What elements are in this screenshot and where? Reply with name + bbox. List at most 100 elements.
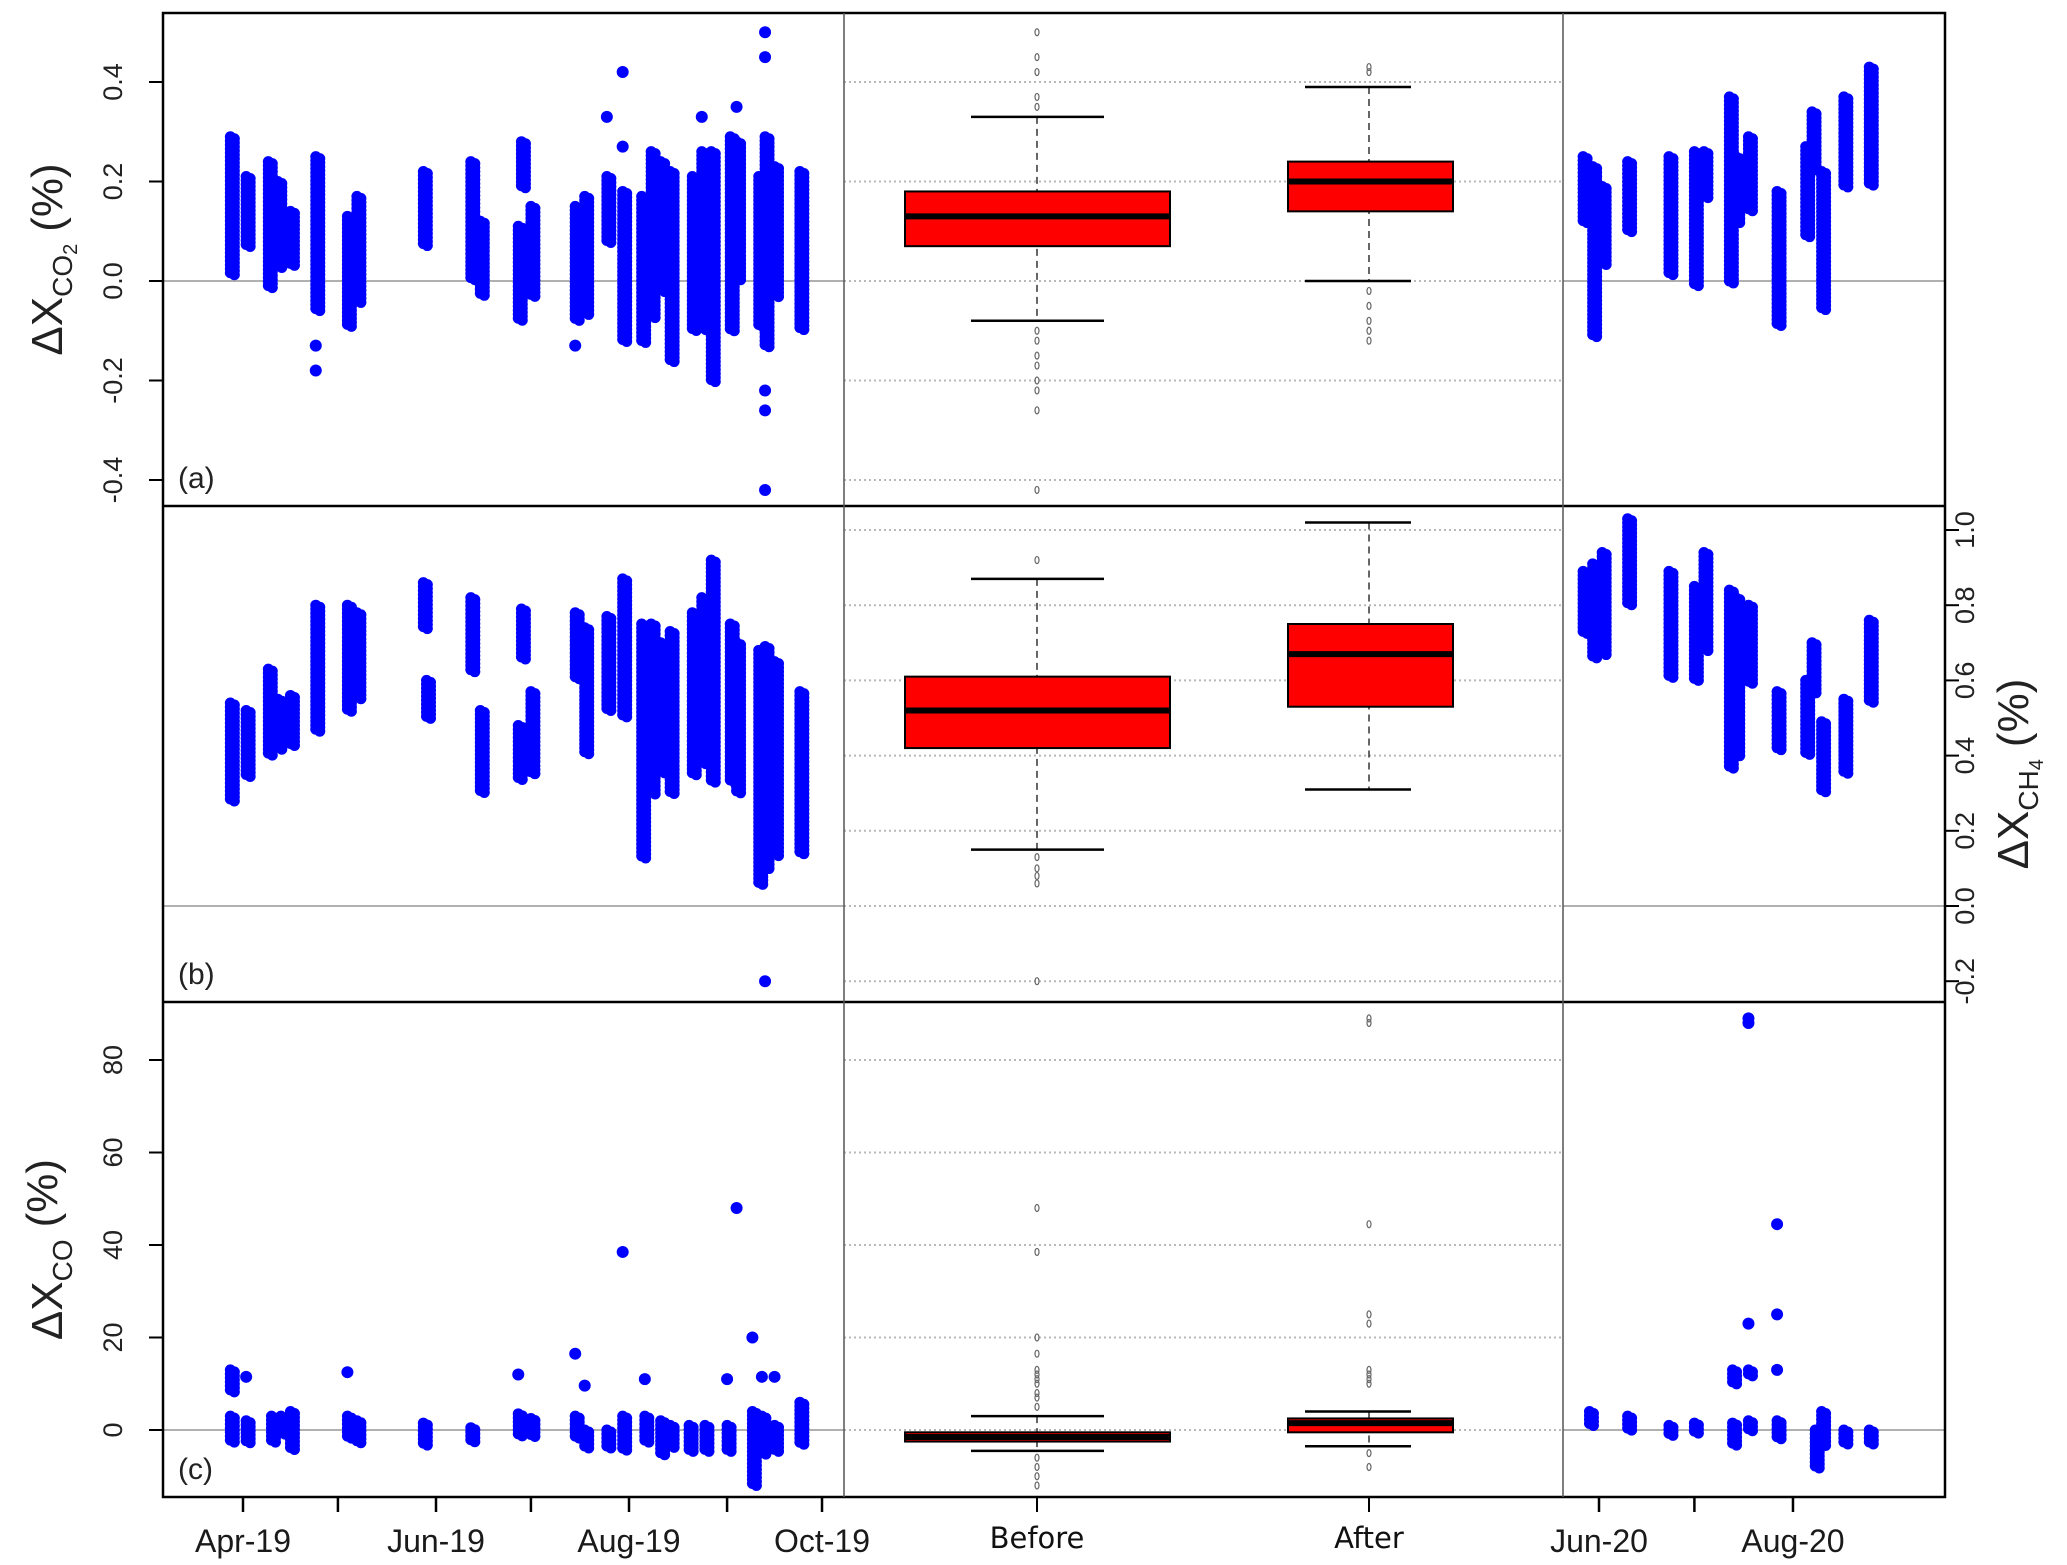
data-point	[1820, 304, 1832, 316]
outlier-point	[1366, 326, 1372, 335]
data-point	[759, 404, 772, 417]
outlier-point	[1034, 92, 1040, 102]
data-point	[605, 704, 617, 716]
data-point	[228, 795, 240, 807]
data-point	[600, 110, 613, 123]
data-point	[709, 776, 721, 788]
data-point	[345, 705, 357, 717]
data-point	[529, 768, 541, 780]
outlier-point	[1366, 336, 1372, 345]
data-point	[421, 240, 433, 252]
data-point	[649, 312, 661, 324]
data-point	[640, 336, 652, 348]
data-point	[763, 863, 775, 875]
data-point	[421, 623, 433, 635]
data-point	[276, 262, 288, 273]
data-point	[1692, 280, 1704, 292]
data-point	[763, 341, 775, 353]
data-point	[529, 290, 541, 302]
outlier-point	[1034, 326, 1040, 335]
data-point	[759, 384, 772, 397]
data-point	[516, 774, 528, 786]
data-point	[728, 325, 740, 337]
data-point	[709, 376, 721, 388]
data-point	[773, 850, 785, 862]
data-point	[668, 356, 680, 368]
data-point	[314, 305, 326, 317]
outlier-point	[1034, 361, 1040, 370]
data-point	[757, 878, 769, 890]
data-point	[519, 653, 531, 665]
outlier-point	[1366, 316, 1372, 325]
data-point	[690, 769, 702, 781]
data-point	[355, 693, 367, 705]
data-point	[1842, 181, 1854, 193]
data-point	[735, 787, 747, 799]
outlier-point	[1034, 376, 1040, 385]
data-point	[1746, 205, 1758, 217]
data-point	[469, 666, 481, 678]
outlier-point	[1034, 336, 1040, 345]
data-point	[668, 788, 680, 800]
data-point	[730, 100, 743, 113]
data-point	[759, 483, 772, 496]
data-point	[621, 711, 633, 723]
data-point	[519, 182, 531, 194]
data-point	[478, 289, 490, 301]
data-point	[735, 274, 747, 286]
data-point	[288, 259, 300, 271]
data-point	[759, 26, 772, 39]
data-point	[1727, 277, 1739, 289]
data-point	[616, 140, 629, 153]
grid-layer	[163, 81, 1945, 1431]
outlier-point	[1034, 351, 1040, 360]
outlier-point	[1366, 301, 1372, 310]
data-point	[288, 739, 300, 751]
data-point	[355, 296, 367, 308]
data-point	[583, 748, 595, 760]
data-point	[649, 788, 661, 800]
mark-layer	[224, 26, 1879, 1491]
data-point	[569, 339, 582, 352]
data-point	[266, 282, 278, 294]
data-point	[1626, 226, 1638, 238]
data-point	[309, 339, 322, 352]
data-point	[773, 291, 785, 303]
outlier-point	[1366, 62, 1372, 72]
data-point	[640, 852, 652, 864]
data-point	[1775, 319, 1787, 331]
data-point	[309, 364, 322, 377]
data-point	[759, 51, 772, 64]
outlier-point	[1034, 386, 1040, 395]
outlier-point	[1034, 102, 1040, 111]
data-point	[1867, 179, 1879, 191]
data-point	[425, 712, 437, 724]
data-point	[605, 237, 617, 249]
data-point	[478, 786, 490, 798]
data-point	[621, 335, 633, 347]
outlier-point	[1366, 286, 1372, 296]
data-point	[1600, 258, 1612, 270]
data-point	[1591, 331, 1603, 343]
data-point	[228, 269, 240, 281]
data-point	[244, 770, 256, 782]
outlier-point	[1034, 28, 1040, 37]
data-point	[244, 241, 256, 253]
outlier-point	[1034, 53, 1040, 62]
data-point	[695, 110, 708, 123]
data-point	[314, 725, 326, 737]
data-point	[1702, 192, 1714, 204]
data-point	[583, 308, 595, 320]
outlier-point	[1034, 67, 1040, 77]
data-point	[798, 848, 810, 860]
data-point	[1804, 231, 1816, 243]
outlier-point	[1034, 406, 1040, 415]
outlier-point	[1034, 485, 1040, 495]
box-after	[1287, 160, 1454, 213]
data-point	[516, 314, 528, 326]
data-point	[798, 324, 810, 336]
data-point	[616, 66, 629, 79]
data-point	[1667, 269, 1679, 281]
data-point	[345, 320, 357, 332]
